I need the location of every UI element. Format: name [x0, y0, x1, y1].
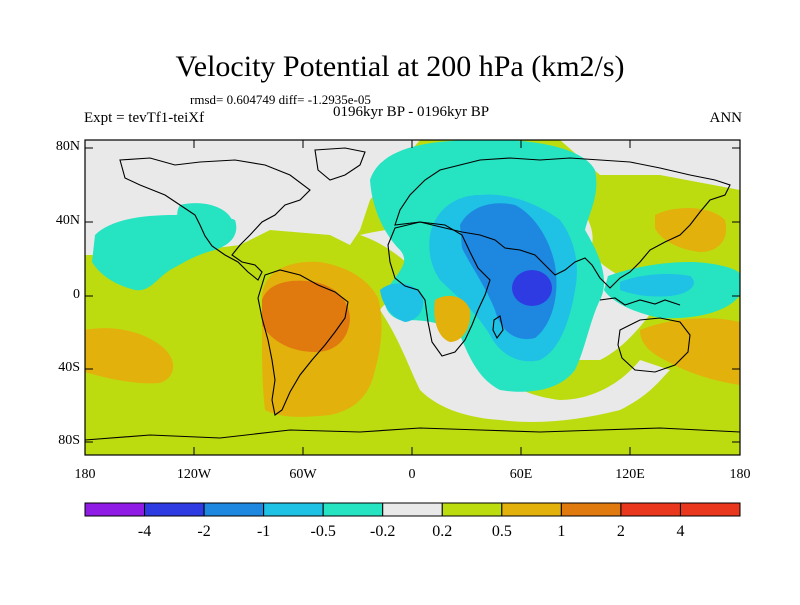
colorbar-box [501, 502, 562, 517]
orange-region-southpac-west [85, 328, 174, 384]
colorbar-label: 0.5 [491, 523, 512, 540]
coastlines [85, 147, 740, 441]
darkblue-core [512, 270, 552, 306]
y-tick-label: 80S [58, 433, 80, 448]
x-tick-label: 0 [408, 467, 416, 482]
experiment-label: Expt = tevTf1-teiXf [84, 110, 205, 126]
north-america-coast [119, 157, 311, 281]
colorbar-box [322, 502, 384, 517]
neutral-region-north [85, 140, 740, 255]
x-tick-label: 180 [729, 467, 751, 482]
cyan-region-northpac [177, 203, 232, 234]
x-tick-label: 60E [509, 467, 533, 482]
colorbar-label: -0.2 [370, 523, 396, 540]
colorbar-box [382, 502, 443, 517]
colorbar-label: -1 [256, 523, 271, 540]
colorbar-box [263, 502, 324, 517]
darkorange-region-samerica [262, 280, 350, 352]
colorbar-box [203, 502, 265, 517]
indonesia-coast [599, 297, 681, 306]
x-tick-label: 180 [74, 467, 96, 482]
season-label: ANN [709, 110, 743, 126]
madagascar-coast [492, 315, 504, 340]
period-label: 0196kyr BP - 0196kyr BP [332, 104, 490, 120]
y-tick-label: 80N [55, 139, 80, 154]
colorbar-box [679, 502, 741, 517]
colorbar-label: 0.2 [432, 523, 453, 540]
colorbar-label: -2 [197, 523, 211, 540]
colorbar-label: 4 [676, 523, 685, 540]
colorbar-box [144, 502, 205, 517]
colorbar-box [84, 502, 146, 517]
south-america-coast [257, 269, 349, 416]
antarctica-coast [85, 427, 740, 441]
greenland-coast [314, 147, 366, 181]
colorbar-label: 1 [557, 523, 566, 540]
colorbar-label: -0.5 [310, 523, 336, 540]
x-tick-label: 60W [289, 467, 317, 482]
africa-coast [387, 221, 491, 357]
australia-coast [617, 317, 691, 373]
y-tick-label: 0 [73, 287, 80, 302]
x-tick-label: 120W [176, 467, 212, 482]
y-tick-label: 40N [55, 213, 80, 228]
europe-asia-coast [394, 157, 731, 289]
stats-label: rmsd= 0.604749 diff= -1.2935e-05 [190, 92, 371, 107]
colorbar-label: 2 [616, 523, 625, 540]
orange-region-northwestpac [655, 208, 727, 252]
colorbar-box [560, 502, 622, 517]
x-tick-label: 120E [615, 467, 645, 482]
orange-region-indian [434, 295, 471, 342]
lightblue-region-africa [380, 283, 424, 322]
lightblue-region-westpac [620, 274, 694, 297]
orange-region-southwestpac [640, 318, 740, 385]
y-tick-label: 40S [58, 360, 80, 375]
colorbar-box [620, 502, 681, 517]
figure-title: Velocity Potential at 200 hPa (km2/s) [175, 50, 625, 83]
colorbar-label: -4 [137, 523, 152, 540]
contour-field [85, 140, 740, 455]
colorbar-box [441, 502, 503, 517]
axis-ticks [84, 140, 740, 455]
colorbar [84, 502, 741, 517]
